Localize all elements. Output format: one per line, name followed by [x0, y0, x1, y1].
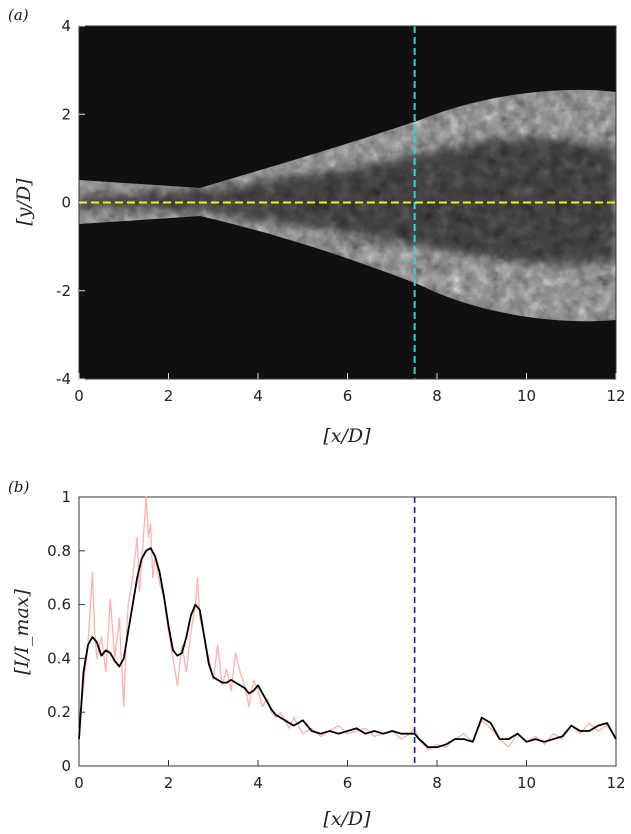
y-tick-label: 0.6 [47, 596, 71, 614]
x-tick-label: 4 [253, 387, 263, 405]
x-tick-label: 8 [432, 774, 442, 792]
y-tick-label: 1 [61, 488, 71, 506]
x-tick-label: 12 [606, 774, 625, 792]
panel-a-label: (a) [8, 6, 29, 24]
panel-b-xlabel: [x/D] [323, 808, 371, 830]
panel-a: 0 2 4 6 8 10 12 -4 -2 0 2 4 [x/D] [y/D] [13, 17, 626, 447]
panel-a-xlabel: [x/D] [323, 425, 371, 447]
y-tick-label: 0 [61, 757, 71, 775]
panel-b-ylabel: [I/I_max] [11, 589, 33, 675]
panel-b: 0 2 4 6 8 10 12 0 0.2 0.4 0.6 0.8 1 [x/D] [I/I_max] [11, 488, 626, 830]
panel-b-frame [78, 496, 617, 767]
y-tick-label: -2 [56, 282, 71, 300]
x-tick-label: 8 [432, 387, 442, 405]
x-tick-label: 2 [164, 387, 174, 405]
x-tick-label: 0 [74, 387, 84, 405]
x-tick-label: 0 [74, 774, 84, 792]
y-tick-label: 0 [61, 194, 71, 212]
panel-a-ylabel: [y/D] [13, 178, 35, 226]
x-tick-label: 6 [343, 387, 353, 405]
x-tick-label: 6 [343, 774, 353, 792]
y-tick-label: 0.2 [47, 703, 71, 721]
x-tick-label: 2 [164, 774, 174, 792]
y-tick-label: 2 [61, 105, 71, 123]
panel-b-label: (b) [8, 478, 29, 496]
x-tick-label: 4 [253, 774, 263, 792]
y-tick-label: 4 [61, 17, 71, 35]
y-tick-label: 0.8 [47, 542, 71, 560]
x-tick-label: 12 [606, 387, 625, 405]
smoothed-intensity-line [78, 547, 617, 749]
y-tick-label: -4 [56, 370, 71, 388]
y-tick-label: 0.4 [47, 649, 71, 667]
x-tick-label: 10 [517, 387, 536, 405]
x-tick-label: 10 [517, 774, 536, 792]
